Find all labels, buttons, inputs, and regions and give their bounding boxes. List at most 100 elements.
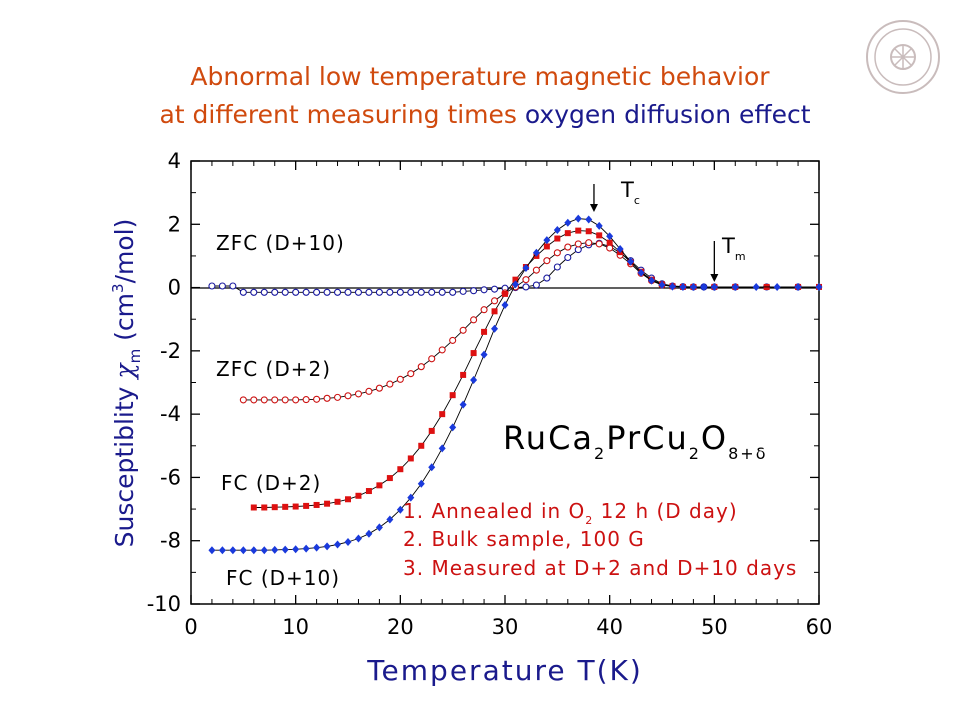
data-point (208, 546, 216, 555)
data-point (627, 257, 635, 266)
data-point (480, 350, 488, 359)
data-point (324, 500, 331, 507)
x-tick-label: 20 (387, 615, 414, 639)
note-1: 1. Annealed in O2 12 h (D day) (403, 499, 738, 527)
data-point (229, 546, 237, 555)
data-point (532, 266, 540, 274)
data-point (418, 442, 425, 449)
data-point (250, 396, 258, 404)
data-point (281, 545, 289, 554)
data-point (428, 355, 436, 363)
data-point (292, 545, 300, 554)
data-point (522, 263, 530, 272)
formula-sub-f: 8+δ (728, 444, 767, 463)
data-point (543, 236, 551, 245)
data-point (354, 390, 363, 398)
tc-label-sub: c (634, 194, 640, 207)
data-point (606, 232, 614, 241)
data-point (261, 504, 268, 511)
formula-part-a: RuCa (503, 419, 594, 457)
data-point (470, 287, 478, 295)
data-point (606, 244, 614, 252)
data-point (491, 324, 499, 333)
data-point (511, 280, 519, 289)
note-1-sub: 2 (585, 514, 593, 527)
chart-title-line-1: Abnormal low temperature magnetic behavi… (190, 62, 770, 91)
label-zfc-d10: ZFC (D+10) (216, 231, 345, 255)
data-point (449, 336, 457, 344)
data-point (302, 288, 310, 296)
data-point (396, 288, 404, 296)
y-tick-label: -10 (147, 592, 181, 616)
data-point (543, 274, 551, 282)
data-point (292, 503, 299, 510)
data-point (375, 288, 383, 296)
chart-title-line-2: at different measuring times oxygen diff… (5, 100, 960, 130)
data-point (333, 288, 342, 296)
x-tick-label: 10 (282, 615, 309, 639)
data-point (480, 306, 488, 314)
data-point (355, 492, 362, 499)
data-point (303, 502, 310, 509)
data-point (229, 282, 237, 290)
data-point (490, 285, 499, 293)
data-point (532, 281, 540, 289)
data-point (752, 282, 760, 291)
data-point (323, 288, 331, 296)
label-fc-d10: FC (D+10) (226, 566, 340, 590)
data-point (553, 263, 561, 271)
formula-sub-d: 2 (689, 444, 701, 463)
formula-part-c: PrCu (606, 419, 689, 457)
data-point (502, 290, 508, 297)
y-axis-unit: (cm (110, 293, 139, 349)
data-point (554, 235, 561, 242)
tc-arrow (589, 184, 598, 212)
axis-ticks (190, 160, 820, 605)
data-point (522, 276, 530, 284)
data-point (574, 246, 582, 254)
data-point (679, 282, 687, 291)
data-point (407, 288, 415, 296)
data-point (574, 214, 582, 223)
university-seal-logo (866, 20, 940, 94)
y-tick-label: 2 (168, 212, 181, 236)
label-fc-d2: FC (D+2) (221, 471, 321, 495)
compound-formula: RuCa2PrCu2O8+δ (503, 419, 767, 463)
data-point (365, 529, 373, 538)
note-1-a: 1. Annealed in O (403, 499, 585, 523)
data-point (428, 288, 436, 296)
data-point (260, 546, 268, 555)
data-point (417, 363, 425, 371)
data-point (470, 375, 478, 384)
data-point (407, 370, 415, 378)
data-point (250, 546, 258, 555)
data-point (323, 394, 331, 402)
data-point (239, 288, 247, 296)
data-point (438, 444, 446, 453)
y-tick-label: -4 (160, 402, 181, 426)
data-point (480, 286, 488, 294)
arrow-head (710, 274, 719, 282)
x-tick-label: 0 (184, 615, 197, 639)
data-point (354, 534, 362, 543)
y-axis-chi-subscript: m (126, 349, 144, 364)
data-point (794, 282, 802, 291)
data-point (428, 463, 436, 472)
y-tick-label: 4 (168, 149, 181, 173)
data-point (512, 276, 519, 283)
note-3: 3. Measured at D+2 and D+10 days (403, 556, 797, 580)
data-point (313, 501, 320, 508)
data-point (344, 537, 352, 546)
data-point (532, 248, 540, 257)
data-point (417, 288, 425, 296)
data-point (564, 218, 572, 227)
data-point (501, 300, 509, 309)
data-point (449, 392, 456, 399)
data-point (334, 540, 342, 549)
data-point (439, 411, 446, 418)
series-layer (208, 214, 823, 555)
y-axis-unit-end: /mol) (110, 219, 139, 284)
data-point (460, 371, 467, 378)
y-tick-label: -6 (160, 465, 181, 489)
data-point (585, 228, 592, 235)
